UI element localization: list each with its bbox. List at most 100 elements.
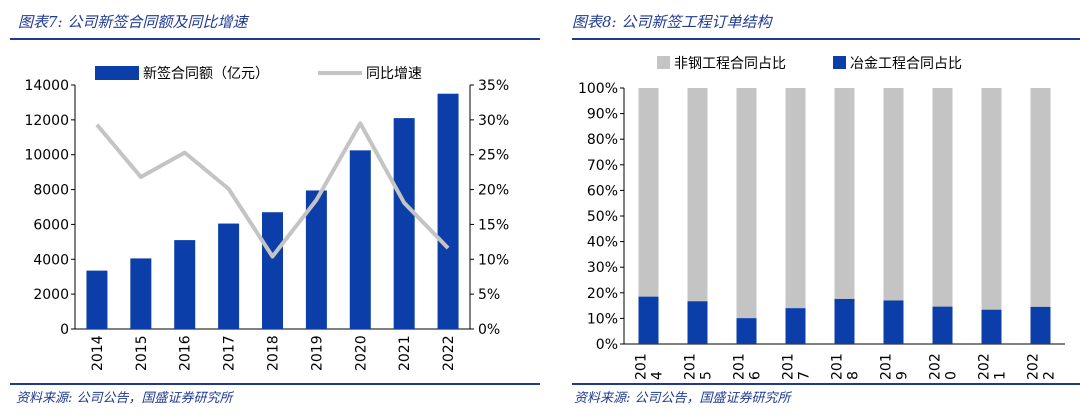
left-tick-label: 8000 [33,183,69,199]
right-tick-label: 10% [478,252,509,268]
x-tick-label: 202 [928,353,944,380]
y-tick-label: 40% [587,235,618,251]
left-tick-label: 4000 [33,252,69,268]
y-tick-label: 70% [587,158,618,174]
x-tick-label: 201 [830,353,846,380]
bar-segment-nonsteel [785,88,806,309]
bar-segment-metallurgy [834,298,855,344]
y-tick-label: 0% [596,337,618,353]
x-tick-label: 201 [781,353,797,380]
legend-label-bar: 新签合同额（亿元） [143,65,269,82]
title-rule [10,38,540,40]
chart-panel-contract-value: 图表7: 公司新签合同额及同比增速 0 2000 4000 6000 8000 10000… [10,13,540,406]
right-tick-label: 15% [478,217,509,233]
left-tick-label: 2000 [33,287,69,303]
x-tick-label: 202 [1026,353,1042,380]
y-tick-label: 60% [587,183,618,199]
bar-segment-nonsteel [981,88,1002,310]
right-tick-label: 30% [478,113,509,129]
source-rule [10,383,540,385]
x-tick-label: 8 [846,371,862,380]
source-note: 资料来源: 公司公告，国盛证券研究所 [574,391,791,406]
bar-contract-value [393,118,415,329]
chart-title: 图表8: 公司新签工程订单结构 [572,13,772,31]
source-rule [572,383,1080,385]
bar-contract-value [218,223,240,329]
bar-segment-nonsteel [638,88,659,297]
x-tick-label: 201 [879,353,895,380]
x-tick-label: 2020 [353,335,369,371]
x-tick-label: 2022 [441,335,457,371]
x-tick-label: 9 [895,371,911,380]
bar-contract-value [130,258,152,329]
bar-contract-value [262,212,283,329]
left-tick-label: 0 [60,322,69,338]
bar-segment-metallurgy [638,296,659,344]
x-tick-label: 6 [748,371,764,380]
chart-panel-order-structure: 图表8: 公司新签工程订单结构 0% 10% 20% 30% 40% 50% 60% 70% 8… [560,0,1080,417]
y-tick-label: 30% [587,260,618,276]
order-structure-chart: 0%10%20%30%40%50%60%70%80%90%100%201 4 201… [578,56,1065,380]
x-tick-label: 201 [634,353,650,380]
y-tick-label: 80% [587,132,618,148]
y-tick-label: 10% [587,311,618,327]
bar-segment-metallurgy [785,308,806,344]
bar-contract-value [437,93,459,329]
x-tick-label: 201 [732,353,748,380]
legend-label-nonsteel: 非钢工程合同占比 [674,56,786,72]
left-tick-label: 14000 [24,78,69,94]
bar-segment-metallurgy [932,306,953,344]
x-tick-label: 7 [797,371,813,380]
x-tick-label: 0 [944,371,960,380]
x-tick-label: 2021 [397,335,413,371]
bar-segment-metallurgy [883,300,904,344]
bar-contract-value [86,270,108,329]
x-tick-label: 2 [1042,371,1058,380]
right-tick-label: 5% [478,287,500,303]
right-tick-label: 25% [478,148,509,164]
right-tick-label: 0% [478,322,500,338]
left-tick-label: 10000 [24,148,69,164]
contract-value-chart: 0 2000 4000 6000 8000 10000 12000 14000 0% 5% 10% 1… [24,65,509,371]
y-tick-label: 100% [578,81,618,97]
x-tick-label: 2018 [266,335,282,371]
x-tick-label: 2015 [134,335,150,371]
x-tick-label: 1 [993,371,1009,380]
bar-contract-value [349,150,371,329]
x-tick-label: 2019 [309,335,325,371]
bar-contract-value [305,190,327,329]
legend-swatch-nonsteel [657,56,670,69]
bar-segment-nonsteel [1030,88,1051,307]
y-tick-label: 90% [587,107,618,123]
chart-title: 图表7: 公司新签合同额及同比增速 [18,13,248,31]
bar-segment-metallurgy [1030,306,1051,344]
bar-segment-nonsteel [687,88,708,302]
legend-swatch-bar [95,66,139,80]
bar-segment-nonsteel [932,88,953,307]
bar-segment-metallurgy [981,309,1002,344]
legend-label-metallurgy: 冶金工程合同占比 [850,56,962,72]
legend-label-line: 同比增速 [366,66,422,82]
right-tick-label: 20% [478,183,509,199]
left-tick-label: 12000 [24,113,69,129]
x-tick-label: 202 [977,353,993,380]
bar-segment-metallurgy [687,301,708,344]
y-tick-label: 50% [587,209,618,225]
x-tick-label: 2014 [90,335,106,371]
legend-swatch-metallurgy [833,56,846,69]
x-tick-label: 4 [650,371,666,380]
bar-segment-nonsteel [883,88,904,301]
bar-contract-value [174,240,196,329]
x-tick-label: 201 [683,353,699,380]
x-tick-label: 5 [699,371,715,380]
bar-segment-metallurgy [736,318,757,344]
x-tick-label: 2017 [222,335,238,371]
bar-segment-nonsteel [834,88,855,299]
y-tick-label: 20% [587,286,618,302]
title-rule [572,38,1080,40]
x-tick-label: 2016 [178,335,194,371]
right-tick-label: 35% [478,78,509,94]
left-tick-label: 6000 [33,217,69,233]
bar-segment-nonsteel [736,88,757,319]
source-note: 资料来源: 公司公告，国盛证券研究所 [16,391,233,406]
